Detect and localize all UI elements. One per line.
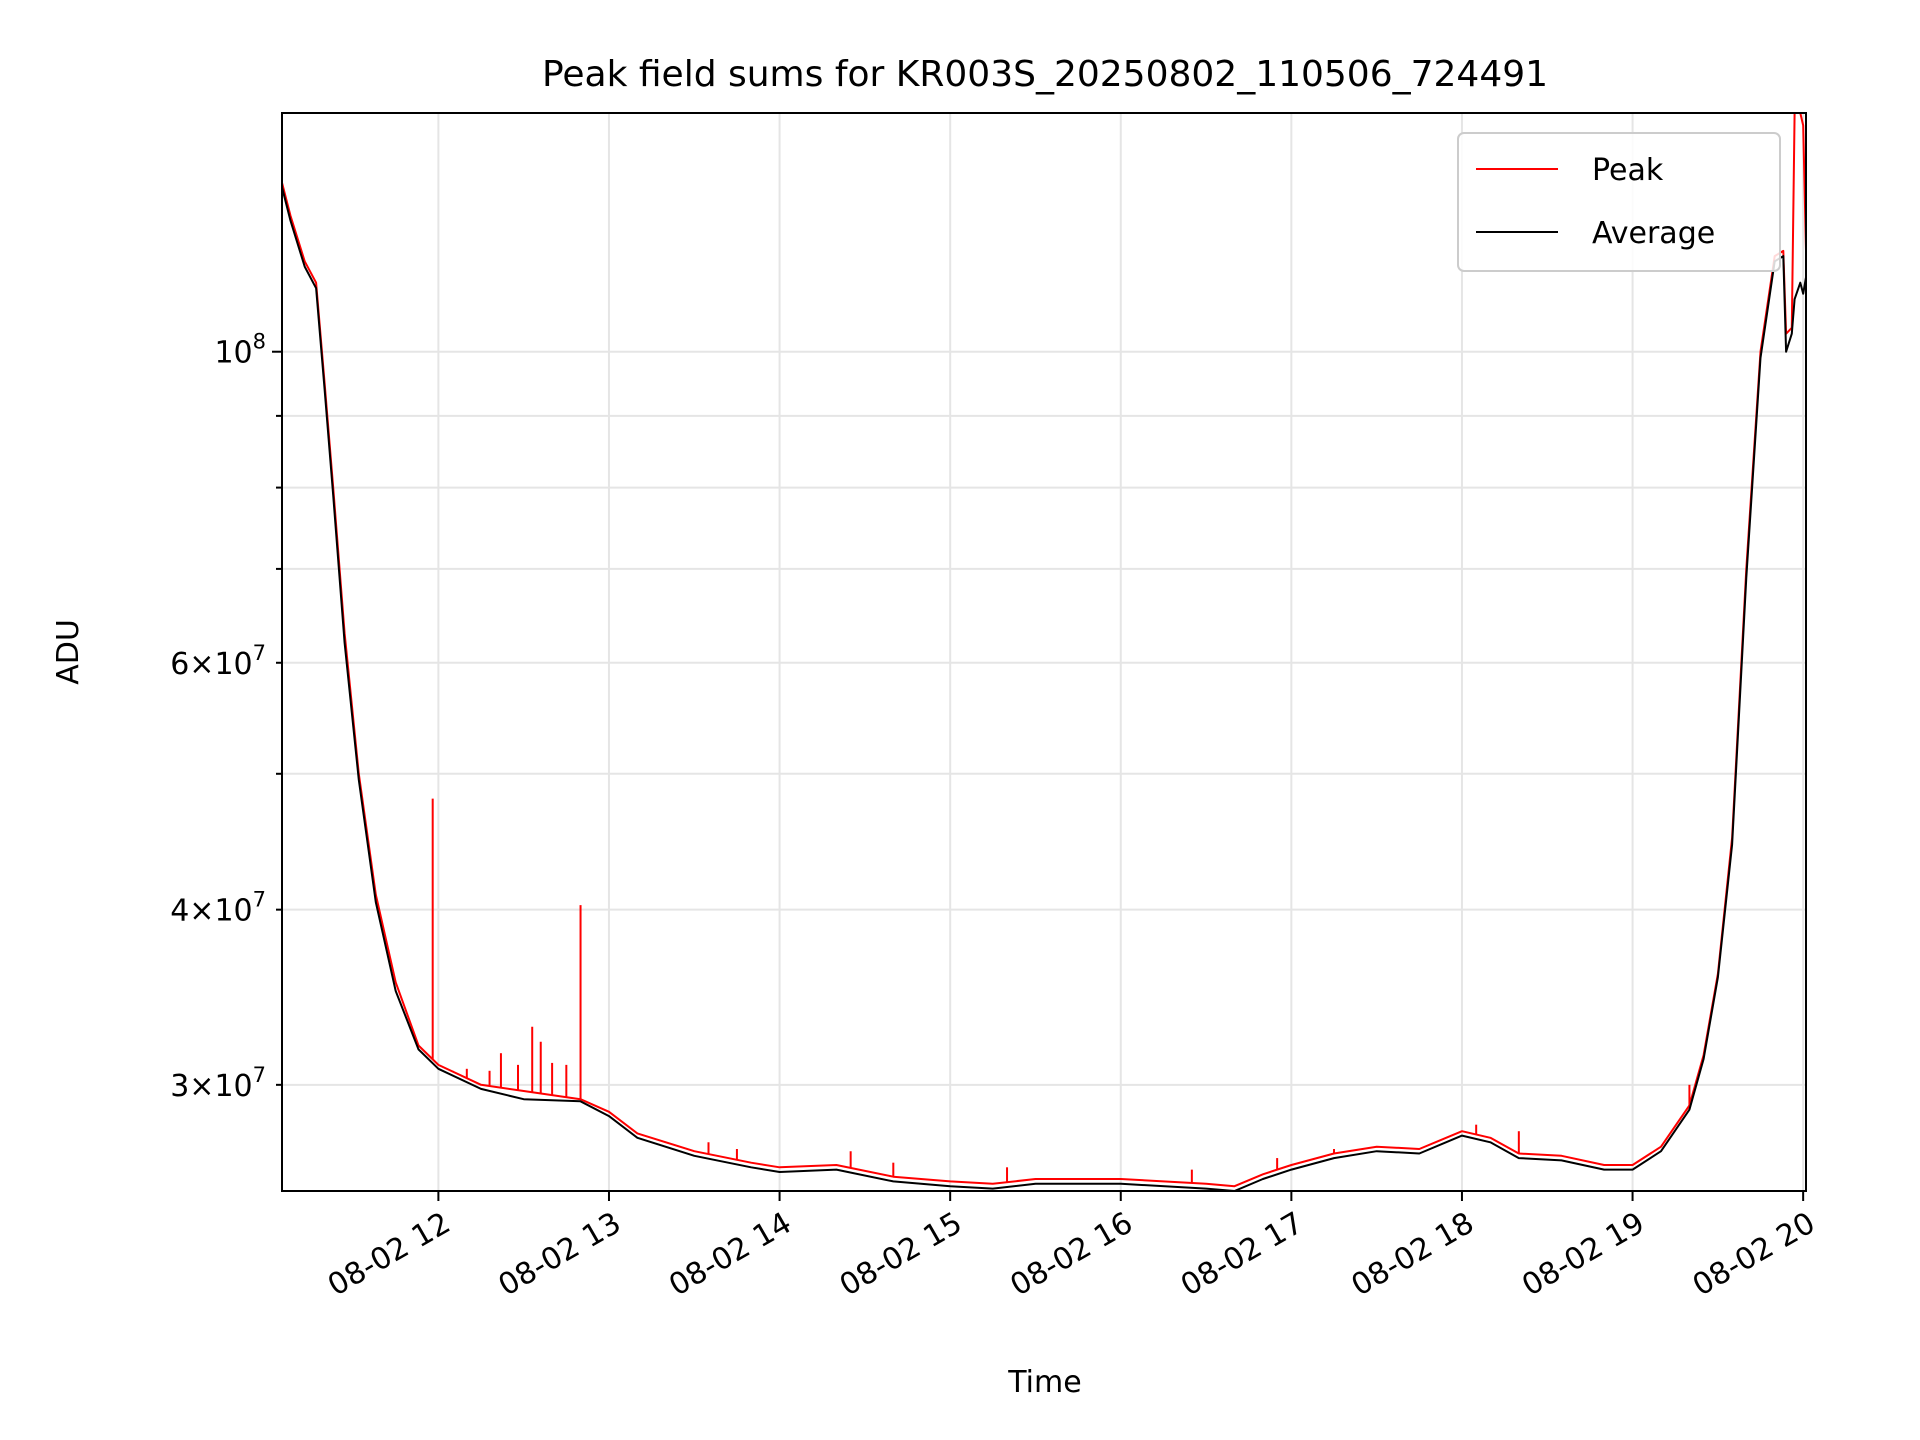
y-tick-base: 10 — [214, 647, 252, 682]
series-line — [282, 187, 1806, 1191]
y-tick-label: 4×107 — [170, 888, 266, 929]
y-tick-exponent: 7 — [253, 1063, 266, 1087]
y-tick-exponent: 7 — [253, 888, 266, 912]
legend-box — [1457, 132, 1781, 272]
y-tick-base: 10 — [214, 1069, 252, 1104]
y-tick-label: 108 — [214, 330, 266, 371]
y-tick-base: 10 — [214, 336, 252, 371]
x-axis-label: Time — [1007, 1365, 1081, 1400]
legend-label: Peak — [1592, 153, 1664, 188]
y-axis-label: ADU — [51, 619, 86, 685]
y-tick-exponent: 7 — [253, 641, 266, 665]
y-tick-exponent: 8 — [253, 330, 266, 354]
y-tick-times: × — [189, 1069, 214, 1104]
y-tick-times: × — [189, 647, 214, 682]
chart-title: Peak field sums for KR003S_20250802_1105… — [542, 54, 1548, 95]
legend-label: Average — [1592, 216, 1715, 251]
y-tick-label: 6×107 — [170, 641, 266, 682]
y-tick-label: 3×107 — [170, 1063, 266, 1104]
series-average — [282, 187, 1806, 1191]
y-tick-times: × — [189, 894, 214, 929]
legend: Peak Average — [1457, 132, 1781, 272]
y-tick-mantissa: 4 — [170, 894, 189, 929]
y-tick-mantissa: 3 — [170, 1069, 189, 1104]
y-tick-mantissa: 6 — [170, 647, 189, 682]
plot-frame — [281, 112, 1807, 1192]
y-tick-base: 10 — [214, 894, 252, 929]
plot-area — [282, 113, 1806, 1191]
